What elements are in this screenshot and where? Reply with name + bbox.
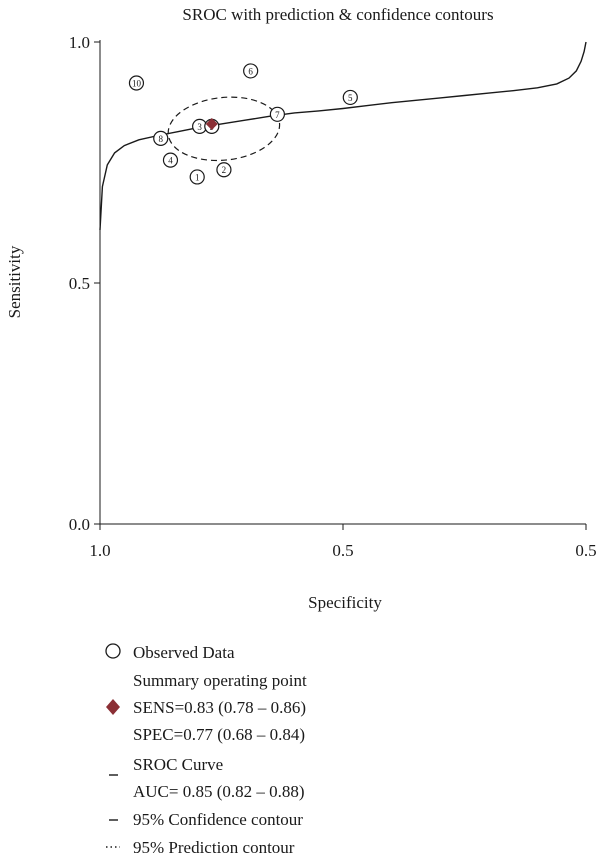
legend-observed-marker: [105, 643, 121, 659]
observed-point-label: 6: [248, 66, 253, 76]
legend-summary-title: Summary operating point: [133, 671, 307, 690]
observed-point-label: 7: [275, 110, 280, 120]
observed-point-label: 3: [197, 122, 202, 132]
y-ticks: 0.0 0.5 1.0: [69, 33, 100, 534]
observed-point: 2: [216, 162, 232, 178]
x-tick-label: 0.5: [332, 541, 353, 560]
chart-title: SROC with prediction & confidence contou…: [182, 5, 493, 24]
y-tick-label: 0.0: [69, 515, 90, 534]
observed-point: 7: [269, 106, 285, 122]
x-tick-label: 1.0: [89, 541, 110, 560]
observed-point-marker: [189, 169, 205, 185]
observed-point-marker: [162, 152, 179, 168]
legend-spec-label: SPEC=0.77 (0.68 – 0.84): [133, 725, 305, 744]
observed-point-label: 4: [168, 156, 173, 166]
legend-curve-title: SROC Curve: [133, 755, 223, 774]
x-axis-label: Specificity: [308, 593, 382, 612]
observed-point-marker: [269, 106, 285, 122]
x-tick-label: 0.5: [575, 541, 596, 560]
legend-sens-label: SENS=0.83 (0.78 – 0.86): [133, 698, 306, 717]
observed-point-marker: [342, 89, 358, 106]
observed-points: 12345678910: [128, 63, 358, 185]
y-axis-label: Sensitivity: [5, 245, 24, 318]
observed-point-marker: [153, 130, 169, 146]
observed-point-label: 2: [222, 165, 227, 175]
observed-point-label: 1: [195, 172, 200, 182]
observed-point: 8: [153, 130, 169, 146]
summary-point: [205, 117, 218, 130]
legend-summary-marker: [106, 699, 120, 715]
legend-prediction-label: 95% Prediction contour: [133, 838, 295, 857]
legend-observed-label: Observed Data: [133, 643, 235, 662]
observed-point-label: 5: [348, 93, 353, 103]
observed-point: 6: [243, 63, 259, 79]
observed-point: 5: [342, 89, 358, 106]
plot-area: 0.00.51.0 1.00.50.5 12345678910: [69, 33, 597, 560]
observed-point-marker: [216, 162, 232, 178]
legend-auc-label: AUC= 0.85 (0.82 – 0.88): [133, 782, 305, 801]
y-tick-label: 0.5: [69, 274, 90, 293]
sroc-curve: [99, 41, 587, 231]
y-tick-label: 1.0: [69, 33, 90, 52]
legend: Observed Data Summary operating point SE…: [105, 643, 307, 857]
legend-confidence-label: 95% Confidence contour: [133, 810, 303, 829]
observed-point: 4: [162, 152, 179, 168]
observed-point: 1: [189, 169, 205, 185]
confidence-contour: [167, 96, 281, 162]
x-ticks: 1.0 0.5 0.5: [89, 524, 597, 560]
observed-point-marker: [128, 75, 145, 91]
observed-point-label: 8: [159, 134, 164, 144]
observed-point-label: 10: [132, 78, 142, 88]
observed-point: 10: [128, 75, 145, 91]
observed-point-marker: [243, 63, 259, 79]
